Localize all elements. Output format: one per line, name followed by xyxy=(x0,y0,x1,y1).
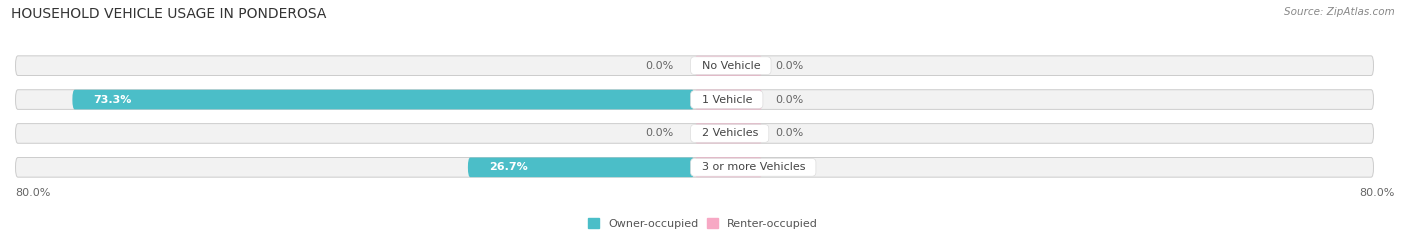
FancyBboxPatch shape xyxy=(15,56,1374,75)
Text: 3 or more Vehicles: 3 or more Vehicles xyxy=(695,162,813,172)
Text: 0.0%: 0.0% xyxy=(645,128,673,138)
Text: 80.0%: 80.0% xyxy=(15,188,51,198)
Text: 0.0%: 0.0% xyxy=(775,128,803,138)
FancyBboxPatch shape xyxy=(15,158,1374,177)
FancyBboxPatch shape xyxy=(695,158,762,177)
Text: 0.0%: 0.0% xyxy=(645,61,673,71)
FancyBboxPatch shape xyxy=(15,124,1374,143)
Text: HOUSEHOLD VEHICLE USAGE IN PONDEROSA: HOUSEHOLD VEHICLE USAGE IN PONDEROSA xyxy=(11,7,326,21)
Text: 0.0%: 0.0% xyxy=(775,61,803,71)
Text: 1 Vehicle: 1 Vehicle xyxy=(695,95,759,105)
FancyBboxPatch shape xyxy=(695,56,762,75)
FancyBboxPatch shape xyxy=(695,90,762,109)
Text: Source: ZipAtlas.com: Source: ZipAtlas.com xyxy=(1284,7,1395,17)
Text: 2 Vehicles: 2 Vehicles xyxy=(695,128,765,138)
FancyBboxPatch shape xyxy=(15,90,1374,109)
FancyBboxPatch shape xyxy=(695,124,762,143)
Text: 26.7%: 26.7% xyxy=(489,162,527,172)
FancyBboxPatch shape xyxy=(72,90,695,109)
Text: 0.0%: 0.0% xyxy=(775,95,803,105)
Legend: Owner-occupied, Renter-occupied: Owner-occupied, Renter-occupied xyxy=(583,214,823,233)
Text: 80.0%: 80.0% xyxy=(1360,188,1395,198)
Text: No Vehicle: No Vehicle xyxy=(695,61,768,71)
Text: 0.0%: 0.0% xyxy=(775,162,803,172)
Text: 73.3%: 73.3% xyxy=(94,95,132,105)
FancyBboxPatch shape xyxy=(468,158,695,177)
